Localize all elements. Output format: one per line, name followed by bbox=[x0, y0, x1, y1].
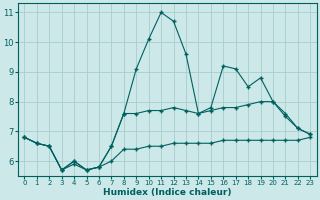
X-axis label: Humidex (Indice chaleur): Humidex (Indice chaleur) bbox=[103, 188, 232, 197]
